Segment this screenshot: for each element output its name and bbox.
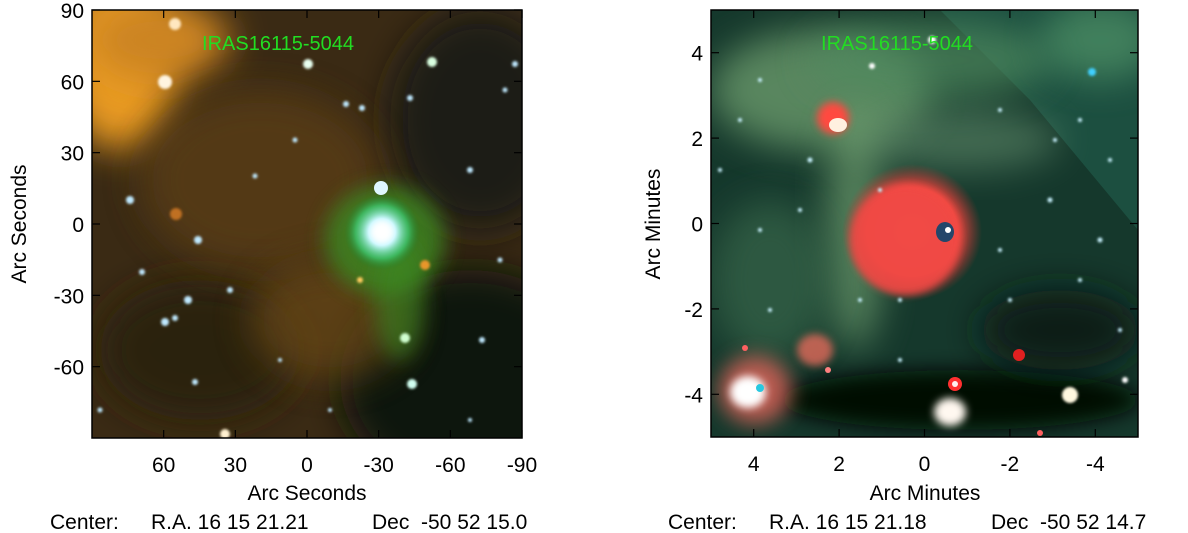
panel-2: IRAS16115-5044 4 2 0 -2 -4 4 2 0 -2 -4 Arc Minut…	[642, 9, 1146, 533]
x-tick-label: 30	[224, 454, 247, 477]
y-tick-label: -60	[54, 357, 84, 380]
x-tick-label: 0	[919, 453, 931, 476]
panel-1-center-prefix: Center:	[50, 511, 119, 533]
x-tick-label: 0	[301, 454, 313, 477]
panel-1-y-ticks: 90 60 30 0 -30 -60	[54, 0, 522, 380]
x-tick-label: 4	[748, 453, 760, 476]
panel-1-x-axis-title: Arc Seconds	[247, 482, 366, 505]
panel-2-object-label: IRAS16115-5044	[821, 33, 973, 55]
x-tick-label: 60	[152, 454, 175, 477]
panel-2-y-ticks: 4 2 0 -2 -4	[684, 43, 1138, 407]
x-tick-label: -90	[507, 454, 537, 477]
x-tick-label: 2	[833, 453, 845, 476]
panel-2-center-ra: R.A. 16 15 21.18	[769, 511, 927, 533]
y-tick-label: -2	[684, 299, 703, 322]
panel-1-center-ra: R.A. 16 15 21.21	[151, 511, 309, 533]
y-tick-label: 30	[61, 143, 84, 166]
panel-1-y-axis-title: Arc Seconds	[8, 164, 31, 283]
y-tick-label: 90	[61, 0, 84, 23]
panel-2-y-axis-title: Arc Minutes	[642, 169, 665, 280]
y-tick-label: -30	[54, 285, 84, 308]
panel-1: IRAS16115-5044 60 30 0 -30 -60 -90 90 60 30 0 -30…	[8, 0, 537, 533]
y-tick-label: 2	[691, 128, 703, 151]
panel-2-center-dec: Dec -50 52 14.7	[991, 511, 1146, 533]
panel-1-sky-image	[92, 10, 522, 438]
y-tick-label: 4	[691, 43, 703, 66]
panel-2-sky-image	[711, 10, 1138, 437]
panel-2-x-axis-title: Arc Minutes	[870, 482, 981, 505]
y-tick-label: 0	[691, 214, 703, 237]
x-tick-label: -2	[1001, 453, 1020, 476]
panel-1-object-label: IRAS16115-5044	[202, 33, 354, 55]
panel-2-center-prefix: Center:	[668, 511, 737, 533]
panel-1-center-dec: Dec -50 52 15.0	[372, 511, 527, 533]
panel-2-x-ticks: 4 2 0 -2 -4	[748, 10, 1105, 476]
x-tick-label: -4	[1086, 453, 1105, 476]
y-tick-label: 60	[61, 71, 84, 94]
y-tick-label: 0	[72, 214, 84, 237]
x-tick-label: -30	[363, 454, 393, 477]
x-tick-label: -60	[435, 454, 465, 477]
y-tick-label: -4	[684, 384, 703, 407]
panel-1-x-ticks: 60 30 0 -30 -60 -90	[152, 10, 537, 477]
